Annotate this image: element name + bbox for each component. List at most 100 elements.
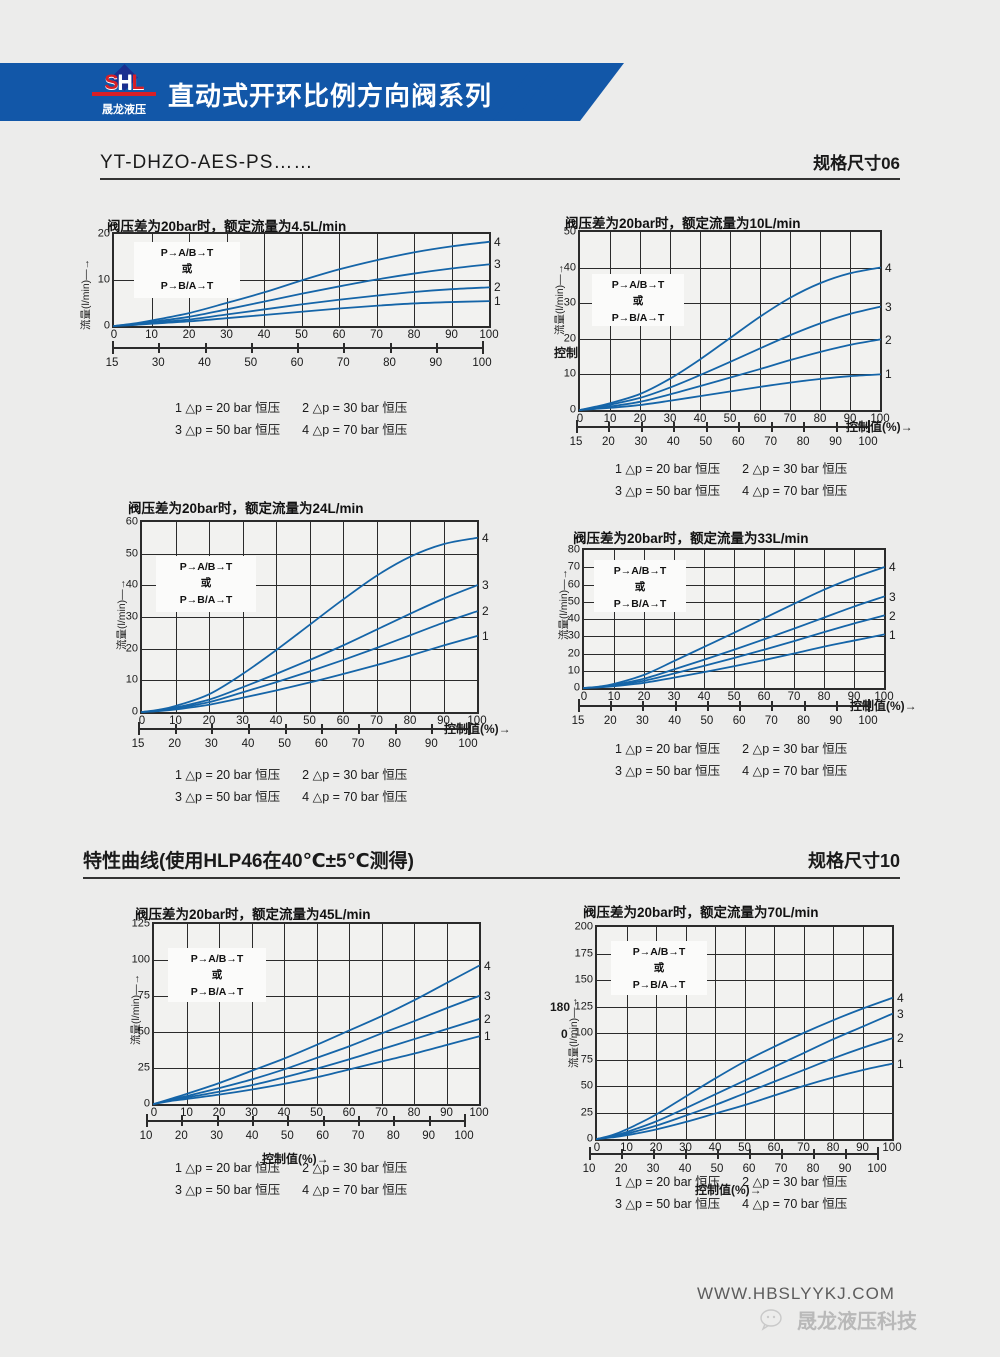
curve-series-4 (153, 964, 480, 1105)
flow-path-or: 或 (632, 295, 644, 308)
curve-label-4: 4 (889, 560, 896, 575)
ruler-tick-label: 30 (634, 436, 648, 448)
x-tick-label: 10 (169, 715, 182, 727)
x-tick-label: 100 (467, 715, 487, 727)
plot-area: 0 25 50 75 100 125 150 175 200 0 10 20 30 40 50 60 70 80 9… (575, 921, 904, 1154)
x-tick-label: 90 (437, 715, 450, 727)
y-tick-label: 100 (574, 1026, 593, 1039)
y-axis-label: 流量(l/min)—→ (558, 568, 570, 640)
ruler-tick-label: 70 (764, 436, 778, 448)
x-tick-label: 60 (336, 715, 350, 727)
ruler-bar (138, 728, 468, 730)
ruler-tick-label: 40 (666, 436, 680, 448)
ruler-bar (576, 426, 868, 428)
y-tick-label: 10 (125, 673, 138, 686)
legend-item-4: 4 △p = 70 bar 恒压 (742, 763, 848, 778)
y-tick-label: 20 (567, 647, 580, 659)
ruler-tick (248, 724, 250, 734)
y-tick-label: 75 (137, 989, 150, 1002)
curve-layer (583, 566, 885, 689)
plot-area: 0 25 50 75 100 125 0 10 20 30 40 50 60 70 80 90 100 1 2 3 4 P… (132, 918, 491, 1119)
legend-item-4: 4 △p = 70 bar 恒压 (742, 483, 848, 498)
gridline-horizontal (597, 1086, 892, 1087)
x-tick-label: 50 (295, 329, 308, 341)
x-tick-label: 70 (787, 691, 801, 703)
legend-item-1: 1 △p = 20 bar 恒压 (615, 1175, 721, 1189)
ruler-tick-label: 90 (429, 357, 443, 369)
ruler-tick-label: 90 (829, 715, 843, 727)
ruler-tick (435, 343, 438, 353)
gridline-horizontal (580, 374, 880, 376)
ruler-tick-label: 20 (168, 738, 182, 750)
ruler-tick-label: 20 (602, 436, 615, 448)
gridline-horizontal (597, 1033, 892, 1034)
x-tick-label: 10 (180, 1107, 193, 1119)
ruler-tick (181, 1116, 184, 1126)
curve-series-3 (153, 995, 480, 1105)
curve-series-1 (153, 1035, 480, 1105)
ruler-tick-label: 40 (245, 1130, 259, 1142)
ruler-tick-label: 60 (742, 1163, 756, 1175)
ruler-tick (674, 701, 677, 711)
curve-label-1: 1 (484, 1029, 491, 1044)
y-tick-label: 25 (580, 1106, 593, 1118)
x-tick-label: 70 (783, 413, 797, 425)
x-tick-label: 90 (847, 691, 861, 703)
curve-layer (596, 997, 893, 1140)
curve-label-1: 1 (482, 629, 489, 643)
ruler-tick-label: 10 (582, 1163, 596, 1175)
ruler-tick (389, 343, 392, 353)
x-tick-label: 0 (593, 1142, 601, 1154)
gridline-vertical (414, 924, 415, 1104)
y-tick-label: 125 (131, 917, 150, 930)
ruler-tick-label: 15 (569, 436, 583, 448)
ruler-tick (868, 699, 870, 712)
gridline-vertical (850, 232, 851, 410)
ruler-tick-label: 20 (603, 715, 617, 727)
ruler-tick (343, 343, 346, 353)
x-tick-label: 0 (580, 691, 588, 703)
chart-title: 阀压差为20bar时，额定流量为24L/min (128, 501, 364, 516)
x-tick-label: 30 (663, 413, 677, 425)
pressure-legend-row-2: 3 △p = 50 bar 恒压 4 △p = 70 bar 恒压 (615, 1194, 847, 1216)
pressure-legend-note: 1 △p = 20 bar 恒压 2 △p = 30 bar 恒压 3 △p = 5… (175, 398, 407, 442)
ruler-tick-label: 100 (858, 715, 878, 727)
curve-label-2: 2 (494, 280, 501, 295)
ruler-tick (428, 1116, 431, 1126)
x-tick-label: 30 (245, 1107, 258, 1119)
flow-path-legend: P→A/B→T 或 P→B/A→T (611, 941, 707, 995)
flow-path-legend: P→A/B→T 或 P→B/A→T (168, 948, 266, 1002)
legend-item-1: 1 △p = 20 bar 恒压 (175, 768, 281, 782)
gridline-vertical (446, 924, 448, 1104)
curve-series-4 (596, 997, 893, 1140)
legend-item-1: 1 △p = 20 bar 恒压 (615, 742, 721, 756)
x-axis-label: 控制值(%)→ (850, 699, 917, 713)
y-axis-label: 流量(l/min)—→ (130, 973, 142, 1045)
wechat-icon (760, 1308, 790, 1332)
legend-item-1: 1 △p = 20 bar 恒压 (615, 462, 721, 476)
plot-area: 0 10 20 0 10 20 30 40 50 60 70 80 90 100 1 2 3 4 P→A/B→T 或 P… (98, 228, 501, 341)
y-tick-label: 150 (574, 973, 593, 986)
y-axis-label: 流量(l/min)—→ (80, 258, 92, 330)
ruler-tick (749, 1149, 751, 1159)
curve-series-4 (583, 566, 885, 689)
x-tick-label: 50 (723, 413, 737, 425)
ruler-tick (287, 1116, 290, 1126)
chart-title: 阀压差为20bar时，额定流量为70L/min (583, 905, 819, 920)
flow-path-line-1: P→A/B→T (613, 565, 667, 577)
flow-path-or: 或 (653, 962, 665, 975)
ruler-tick (739, 701, 742, 711)
legend-item-2: 2 △p = 30 bar 恒压 (302, 1161, 408, 1175)
x-tick-label: 80 (826, 1142, 840, 1154)
curve-label-1: 1 (897, 1056, 904, 1071)
ruler-tick (813, 1149, 815, 1159)
ruler-bar (146, 1120, 464, 1122)
curve-layer (113, 240, 490, 327)
gridline-vertical (790, 232, 791, 410)
y-tick-label: 0 (586, 1132, 593, 1145)
ruler-tick-label: 70 (774, 1163, 788, 1175)
flow-path-line-2: P→B/A→T (179, 593, 233, 606)
overprint-artifact-1: 180 (550, 1000, 571, 1015)
gridline-vertical (381, 924, 383, 1104)
pressure-legend-row-1: 1 △p = 20 bar 恒压 2 △p = 30 bar 恒压 (615, 459, 847, 481)
